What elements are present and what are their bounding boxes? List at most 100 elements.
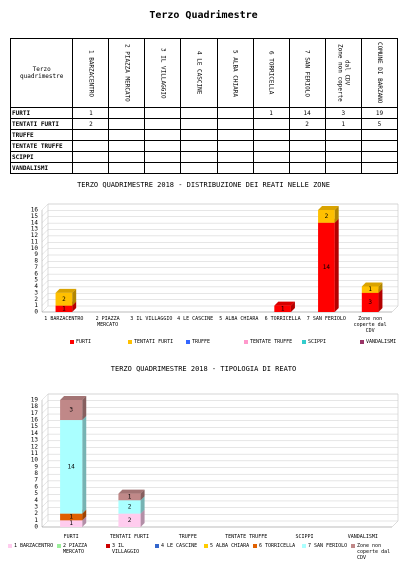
data-label: 1 [62,305,66,312]
grid-line [41,487,398,494]
legend-item: 7 SAN FERIOLO [302,543,349,549]
legend-item: TENTATE TRUFFE [244,339,300,345]
bar-side [140,489,145,501]
table-row: VANDALISMI [9,162,399,174]
column-header: COMUNE DI BARZANO [360,38,399,108]
legend-item: 3 IL VILLAGGIO [106,543,153,555]
legend-swatch [186,340,190,344]
y-tick-label: 10 [31,245,39,252]
column-header-text: Zone non coperte dal CDV [336,44,351,102]
column-header: 1 BARZACENTRO [72,38,110,108]
legend-label: 6 TORRICELLA [259,543,296,549]
legend-label: VANDALISMI [366,339,397,345]
legend-label: 3 IL VILLAGGIO [112,543,140,555]
x-tick-label: 5 ALBA CHIARA [219,316,259,322]
y-tick-label: 0 [34,524,38,531]
data-label: 2 [325,213,329,220]
y-tick-label: 8 [34,258,38,265]
y-tick-label: 11 [31,450,39,457]
bar-side [334,206,339,223]
grid-line [41,447,398,454]
legend-item: 1 BARZACENTRO [8,543,55,549]
legend-item: 6 TORRICELLA [253,543,300,549]
legend-swatch [360,340,364,344]
bar-side [378,282,383,293]
bar [318,210,335,223]
legend-item: VANDALISMI [360,339,407,345]
column-header-text: 1 BARZACENTRO [87,49,95,97]
column-header-text: 7 SAN FERIOLO [303,49,311,97]
grid-line [41,440,398,447]
grid-line [41,299,398,306]
legend-item: 4 LE CASCINE [155,543,202,549]
legend-label: SCIPPI [308,339,327,345]
legend-swatch [128,340,132,344]
column-header: 7 SAN FERIOLO [288,38,326,108]
grid-line [41,467,398,474]
data-label: 1 [69,513,73,520]
bar-side [334,218,339,312]
legend-swatch [302,340,306,344]
bar-side [72,288,77,306]
column-header: 3 IL VILLAGGIO [144,38,182,108]
y-tick-label: 1 [34,302,38,309]
bar [274,305,291,312]
grid-line [41,400,398,407]
data-label: 2 [62,296,66,303]
legend-swatch [106,544,110,548]
column-header-text: 2 PIAZZA MERCATO [123,44,131,102]
bar [318,222,335,312]
bar-side [82,416,87,514]
legend-item: TENTATI FURTI [128,339,184,345]
grid-line [41,248,398,255]
y-tick-label: 19 [31,397,39,404]
bar-top [361,282,383,287]
grid-line [41,267,398,274]
grid-line [41,494,398,501]
legend-label: TRUFFE [192,339,211,345]
page-title: Terzo Quadrimestre [149,10,258,21]
y-tick-label: 6 [34,483,38,490]
legend-swatch [155,544,159,548]
x-tick-label: 6 TORRICELLA [264,316,301,322]
data-label: 2 [128,517,132,524]
x-tick-label: 4 LE CASCINE [177,316,214,322]
y-tick-label: 5 [34,277,38,284]
grid-line [41,273,398,281]
bar [118,500,141,514]
y-tick-label: 12 [31,232,39,239]
data-label: 14 [68,463,76,470]
data-label: 2 [128,503,132,510]
column-header: 6 TORRICELLA [252,38,290,108]
column-header-text: 3 IL VILLAGGIO [159,47,167,99]
bar-top [55,288,77,293]
grid-line [41,280,398,287]
bar [60,520,83,527]
y-tick-label: 12 [31,443,39,450]
y-tick-label: 7 [34,477,38,484]
grid-line [41,242,398,249]
table-row: TRUFFE [9,129,399,141]
grid-line [41,453,398,461]
y-tick-label: 8 [34,470,38,477]
bar [55,305,73,312]
grid-line [41,286,398,294]
column-header-text: COMUNE DI BARZANO [375,42,383,104]
bar-side [378,288,383,312]
grid-line [41,254,398,262]
legend-label: 7 SAN FERIOLO [308,543,348,549]
table-cell [324,162,362,174]
bar [60,420,83,514]
legend-item: FURTI [70,339,126,345]
legend-swatch [57,544,61,548]
legend-swatch [8,544,12,548]
y-tick-label: 16 [31,417,39,424]
legend-swatch [70,340,74,344]
grid-line [41,433,398,441]
y-tick-label: 11 [31,238,39,245]
bar-side [82,396,87,421]
bar [55,292,73,306]
grid-line [41,500,398,508]
bar-top [118,489,145,494]
